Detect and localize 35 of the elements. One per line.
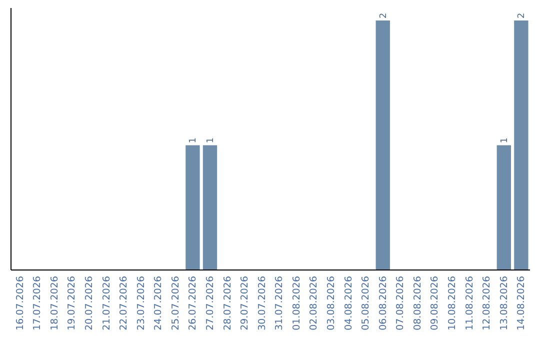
x-tick-label: 23.07.2026	[136, 276, 147, 330]
x-tick-label: 10.08.2026	[447, 276, 458, 330]
x-tick-label: 08.08.2026	[412, 276, 424, 330]
x-tick-label: 27.07.2026	[204, 276, 216, 330]
x-tick-label: 06.08.2026	[378, 276, 389, 330]
x-tick-label: 19.07.2026	[66, 276, 78, 330]
x-tick-label: 28.07.2026	[222, 276, 234, 330]
x-tick-label: 09.08.2026	[430, 276, 441, 330]
x-tick-label: 13.08.2026	[498, 276, 510, 330]
x-tick-label: 11.08.2026	[464, 276, 476, 330]
x-tick-label: 05.08.2026	[360, 276, 372, 330]
x-tick-label: 24.07.2026	[153, 276, 164, 330]
data-label: 1	[188, 138, 199, 144]
x-tick-label: 29.07.2026	[240, 276, 251, 330]
x-tick-label: 04.08.2026	[343, 276, 354, 330]
x-tick-label: 17.07.2026	[32, 276, 44, 330]
x-tick-label: 26.07.2026	[188, 276, 199, 330]
x-tick-label: 16.07.2026	[14, 276, 26, 330]
x-tick-label: 18.07.2026	[49, 276, 60, 330]
x-tick-label: 03.08.2026	[326, 276, 338, 330]
x-tick-label: 20.07.2026	[84, 276, 95, 330]
data-label: 1	[206, 138, 216, 144]
data-label: 2	[517, 12, 528, 18]
x-tick-label: 30.07.2026	[256, 276, 268, 330]
data-label: 2	[378, 12, 389, 18]
x-tick-label: 02.08.2026	[308, 276, 320, 330]
x-tick-label: 12.08.2026	[482, 276, 493, 330]
data-label: 1	[500, 138, 510, 144]
x-tick-label: 22.07.2026	[118, 276, 130, 330]
x-tick-label: 21.07.2026	[101, 276, 112, 330]
x-tick-label: 01.08.2026	[291, 276, 302, 330]
x-tick-label: 31.07.2026	[274, 276, 286, 330]
x-tick-label: 07.08.2026	[395, 276, 406, 330]
x-tick-label: 14.08.2026	[516, 276, 528, 330]
x-tick-label: 25.07.2026	[170, 276, 182, 330]
